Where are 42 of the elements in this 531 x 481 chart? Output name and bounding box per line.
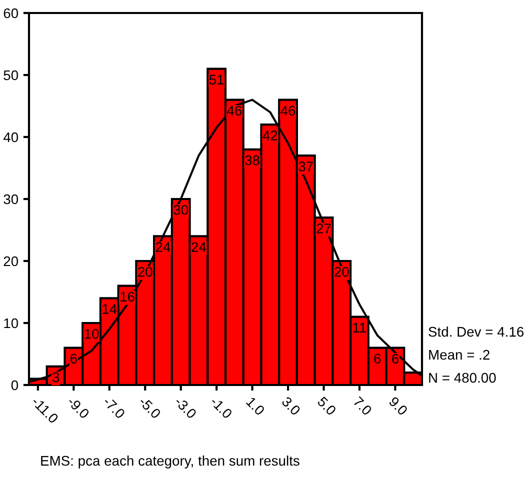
data-label: 16 bbox=[120, 292, 134, 302]
data-label: 20 bbox=[138, 266, 152, 277]
y-tick-label: 60 bbox=[4, 8, 18, 18]
y-tick-label: 20 bbox=[4, 256, 18, 266]
data-label: 24 bbox=[192, 242, 206, 252]
y-tick-label: 30 bbox=[4, 194, 18, 204]
data-label: 27 bbox=[316, 224, 331, 234]
data-label: 11 bbox=[353, 322, 366, 332]
data-label: 46 bbox=[227, 106, 242, 116]
data-label: 51 bbox=[209, 74, 224, 85]
x-tick-label: 9.0 bbox=[388, 396, 408, 416]
data-label: 14 bbox=[102, 304, 117, 314]
y-tick-label: 10 bbox=[4, 318, 18, 328]
x-tick-label: -11.0 bbox=[31, 396, 59, 424]
y-tick-label: 0 bbox=[11, 380, 18, 390]
data-label: 20 bbox=[334, 266, 349, 277]
data-label: 6 bbox=[70, 354, 77, 364]
data-label: 10 bbox=[84, 328, 99, 339]
text: N = 480.00 bbox=[429, 372, 496, 383]
x-tick-label: 5.0 bbox=[316, 396, 337, 416]
text: Std. Dev = 4.16 bbox=[428, 326, 524, 337]
data-label: 24 bbox=[156, 242, 170, 252]
y-tick-label: 40 bbox=[3, 132, 18, 142]
data-label: 3 bbox=[52, 372, 60, 382]
data-label: 6 bbox=[392, 354, 398, 364]
x-tick-label: -5.0 bbox=[138, 396, 162, 420]
data-label: 42 bbox=[262, 130, 278, 140]
data-label: 30 bbox=[174, 204, 188, 215]
x-tick-label: -3.0 bbox=[174, 396, 198, 420]
x-tick-label: 3.0 bbox=[281, 396, 302, 416]
data-label: 38 bbox=[245, 155, 260, 166]
x-tick-label: -1.0 bbox=[210, 396, 233, 420]
x-tick-label: 1.0 bbox=[246, 396, 266, 416]
x-tick-label: 7.0 bbox=[352, 396, 372, 416]
y-tick-label: 50 bbox=[4, 70, 18, 80]
text: Mean = .2 bbox=[429, 350, 490, 360]
x-tick-label: -7.0 bbox=[102, 396, 126, 420]
data-label: 46 bbox=[280, 106, 296, 116]
text: EMS: pca each category, then sum results bbox=[41, 456, 300, 468]
data-label: 37 bbox=[298, 162, 313, 172]
x-tick-label: -9.0 bbox=[66, 396, 90, 420]
data-label: 6 bbox=[374, 354, 381, 364]
